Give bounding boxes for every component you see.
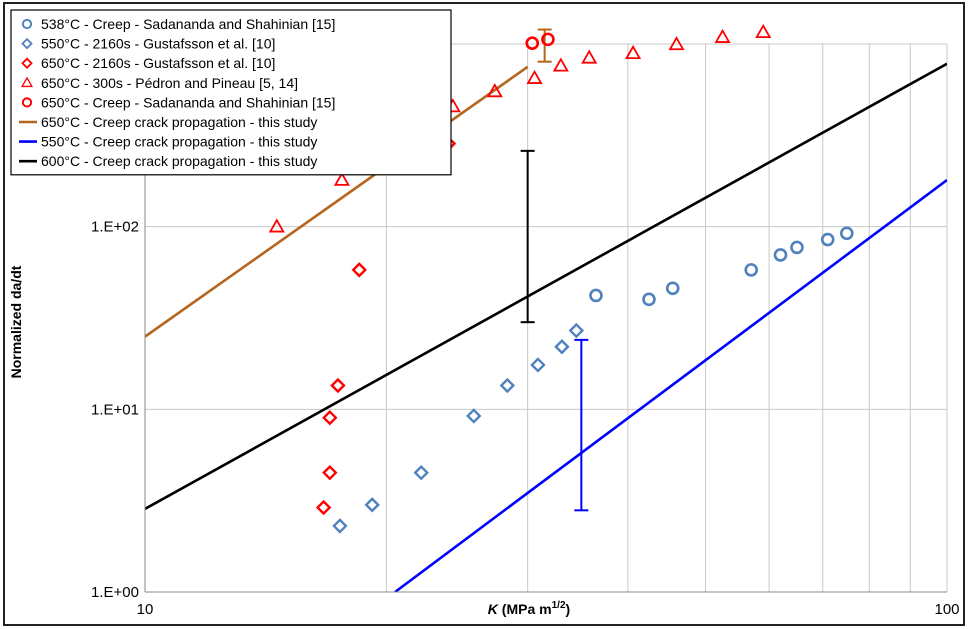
data-point <box>589 288 603 303</box>
legend-item: 650°C - 300s - Pédron and Pineau [5, 14] <box>20 75 298 91</box>
legend: 538°C - Creep - Sadananda and Shahinian … <box>10 9 452 176</box>
legend-marker <box>21 37 33 50</box>
series-4 <box>525 32 555 51</box>
legend-label: 650°C - Creep crack propagation - this s… <box>41 114 317 130</box>
legend-item: 650°C - Creep crack propagation - this s… <box>19 114 317 130</box>
y-tick-label: 1.E+02 <box>91 219 139 236</box>
data-point <box>568 322 585 339</box>
data-point <box>268 218 285 233</box>
legend-item: 650°C - Creep - Sadananda and Shahinian … <box>21 94 335 110</box>
data-point <box>525 36 540 51</box>
data-point <box>530 357 546 373</box>
data-point <box>322 409 338 426</box>
legend-marker <box>20 76 34 88</box>
y-tick-label: 1.E+01 <box>91 401 139 418</box>
legend-label: 550°C - 2160s - Gustafsson et al. [10] <box>41 36 275 52</box>
y-tick-label: 1.E+00 <box>91 584 139 601</box>
data-point <box>322 464 338 481</box>
chart-frame: 10 100 1.E+00 1.E+01 1.E+02 538°C - Creep - … <box>3 2 965 626</box>
data-point <box>413 464 429 481</box>
data-point <box>668 36 685 51</box>
data-point <box>333 171 350 186</box>
data-point <box>364 497 380 513</box>
trend-line-7 <box>145 62 947 511</box>
legend-item: 550°C - 2160s - Gustafsson et al. [10] <box>21 36 275 52</box>
x-axis-label: K (MPa m1/2) <box>488 600 570 617</box>
data-point <box>665 281 680 296</box>
legend-label: 650°C - Creep - Sadananda and Shahinian … <box>41 94 335 110</box>
legend-label: 538°C - Creep - Sadananda and Shahinian … <box>41 16 335 32</box>
legend-label: 650°C - 2160s - Gustafsson et al. [10] <box>41 55 275 71</box>
data-point <box>790 240 804 255</box>
data-point <box>499 377 516 394</box>
data-point <box>486 83 503 98</box>
data-point <box>839 226 854 241</box>
series-layer <box>145 23 947 592</box>
y-axis-label: Normalized da/dt <box>8 265 24 378</box>
legend-marker <box>21 57 33 69</box>
series-3 <box>268 23 772 233</box>
axes: 10 100 1.E+00 1.E+01 1.E+02 <box>91 44 960 618</box>
data-point <box>642 292 656 307</box>
series-0 <box>589 226 854 307</box>
legend-box <box>10 9 452 176</box>
legend-marker <box>21 97 33 108</box>
legend-item: 538°C - Creep - Sadananda and Shahinian … <box>21 16 335 32</box>
x-tick-label: 10 <box>137 601 154 618</box>
data-point <box>624 44 642 60</box>
data-point <box>526 69 543 84</box>
data-point <box>714 28 731 43</box>
legend-marker <box>21 18 33 30</box>
trend-line-6 <box>394 178 947 592</box>
x-tick-label: 100 <box>934 601 959 618</box>
error-bar-1 <box>520 149 535 324</box>
error-bar-2 <box>574 338 589 512</box>
data-point <box>755 23 772 39</box>
legend-item: 600°C - Creep crack propagation - this s… <box>19 153 317 169</box>
data-point <box>351 262 367 278</box>
series-1 <box>332 322 585 534</box>
data-point <box>820 232 835 247</box>
data-point <box>330 377 346 394</box>
data-point <box>552 57 569 72</box>
data-point <box>773 248 788 262</box>
data-point <box>466 408 482 424</box>
trend-line-5 <box>145 65 529 338</box>
legend-label: 650°C - 300s - Pédron and Pineau [5, 14] <box>41 75 298 91</box>
data-point <box>744 263 759 277</box>
data-point <box>315 499 332 516</box>
legend-item: 550°C - Creep crack propagation - this s… <box>19 134 317 150</box>
legend-label: 550°C - Creep crack propagation - this s… <box>41 134 317 150</box>
data-point <box>581 49 598 64</box>
chart: 10 100 1.E+00 1.E+01 1.E+02 538°C - Creep - … <box>8 9 960 618</box>
data-point <box>541 32 555 47</box>
data-point <box>332 518 348 534</box>
legend-label: 600°C - Creep crack propagation - this s… <box>41 153 317 169</box>
data-point <box>554 339 570 355</box>
legend-item: 650°C - 2160s - Gustafsson et al. [10] <box>21 55 275 71</box>
